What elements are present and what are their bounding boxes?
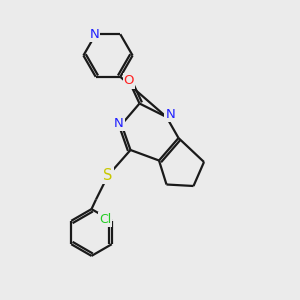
Text: Cl: Cl bbox=[99, 213, 111, 226]
Text: N: N bbox=[114, 116, 124, 130]
Text: N: N bbox=[166, 108, 175, 121]
Text: S: S bbox=[103, 168, 113, 183]
Text: N: N bbox=[89, 28, 99, 41]
Text: O: O bbox=[124, 74, 134, 88]
